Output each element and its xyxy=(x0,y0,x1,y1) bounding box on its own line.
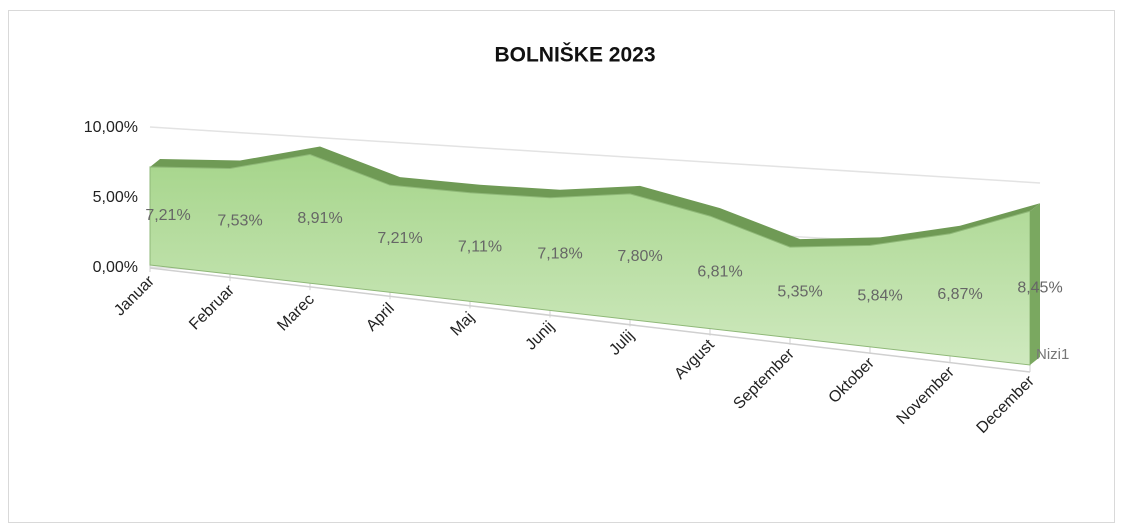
data-label: 7,18% xyxy=(537,245,582,262)
data-label: 7,53% xyxy=(217,213,262,230)
chart-title: BOLNIŠKE 2023 xyxy=(494,43,655,67)
data-label: 8,91% xyxy=(297,210,342,227)
y-tick-label: 5,00% xyxy=(93,189,138,206)
legend-entry: Nizi1 xyxy=(1036,346,1069,363)
data-label: 6,87% xyxy=(937,286,982,303)
data-label: 7,80% xyxy=(617,248,662,265)
data-label: 5,84% xyxy=(857,287,902,304)
grid-line xyxy=(149,126,1041,184)
y-tick-label: 0,00% xyxy=(93,259,138,276)
y-tick-label: 10,00% xyxy=(84,119,138,136)
data-label: 8,45% xyxy=(1017,279,1062,296)
data-label: 7,21% xyxy=(377,230,422,247)
data-label: 5,35% xyxy=(777,284,822,301)
data-label: 6,81% xyxy=(697,264,742,281)
data-label: 7,11% xyxy=(458,238,502,255)
area xyxy=(149,154,1031,366)
axis-line xyxy=(149,267,1031,373)
data-label: 7,21% xyxy=(145,207,190,224)
area-side xyxy=(1030,203,1040,365)
area-top xyxy=(150,146,1040,248)
